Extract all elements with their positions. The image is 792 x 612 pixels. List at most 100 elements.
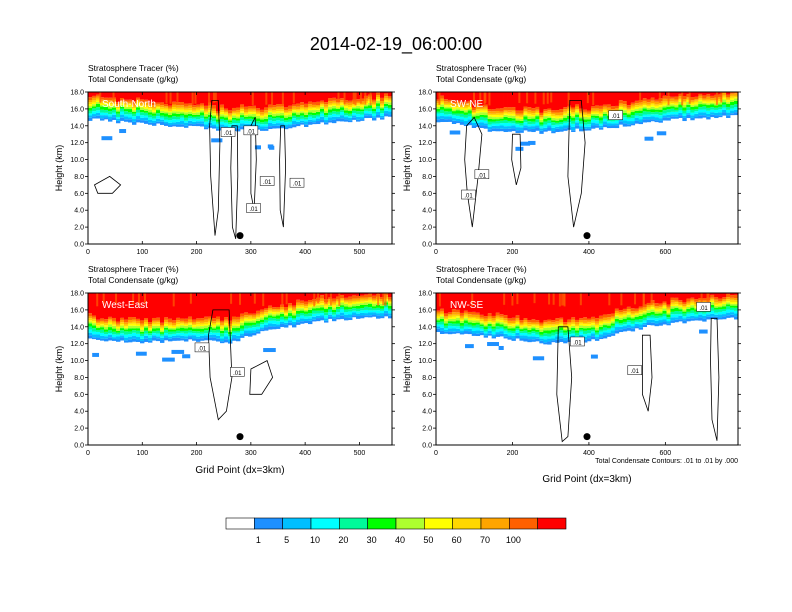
- heatmap-cell: [232, 338, 237, 341]
- heatmap-cell: [368, 105, 373, 109]
- heatmap-cell: [356, 111, 361, 114]
- heatmap-cell: [503, 128, 508, 133]
- heatmap-cell: [336, 116, 341, 119]
- heatmap-cell: [622, 106, 628, 109]
- heatmap-cell: [650, 103, 655, 105]
- colorbar-swatch: [282, 517, 312, 530]
- heatmap-cell: [264, 121, 269, 125]
- heatmap-cell: [244, 315, 249, 318]
- heatmap-cell: [152, 92, 157, 103]
- heatmap-cell: [268, 112, 273, 115]
- heatmap-cell: [507, 120, 512, 123]
- heatmap-cell: [658, 107, 663, 110]
- heatmap-cell: [372, 113, 377, 117]
- heatmap-cell: [128, 293, 133, 317]
- heatmap-cell: [256, 127, 261, 130]
- heatmap-cell: [499, 125, 504, 129]
- heatmap-cell: [328, 306, 333, 310]
- heatmap-cell: [216, 319, 221, 322]
- heatmap-cell: [104, 99, 109, 102]
- heatmap-cell: [686, 298, 691, 302]
- heatmap-cell: [503, 336, 508, 339]
- heatmap-cell: [499, 331, 504, 334]
- heatmap-cell: [471, 311, 477, 315]
- heatmap-cell: [252, 319, 257, 321]
- heatmap-cell: [638, 113, 644, 117]
- heatmap-cell: [160, 121, 165, 125]
- heatmap-cell: [473, 92, 476, 103]
- heatmap-cell: [208, 112, 213, 115]
- heatmap-cell: [192, 116, 197, 119]
- heatmap-cell: [559, 112, 564, 116]
- heatmap-cell: [726, 312, 731, 316]
- heatmap-cell: [172, 113, 177, 117]
- y-tick-label: 2.0: [422, 426, 432, 433]
- heatmap-cell: [559, 327, 564, 331]
- heatmap-cell: [104, 338, 109, 342]
- heatmap-cell: [240, 330, 245, 334]
- heatmap-cell: [642, 103, 647, 106]
- heatmap-cell: [244, 120, 249, 124]
- heatmap-cell: [180, 335, 185, 339]
- heatmap-cell: [168, 325, 173, 328]
- heatmap-cell: [602, 325, 608, 328]
- heatmap-cell: [614, 105, 620, 109]
- heatmap-cell: [598, 117, 604, 121]
- heatmap-cell: [280, 319, 285, 323]
- heatmap-cell: [172, 333, 177, 336]
- heatmap-cell: [228, 120, 233, 123]
- heatmap-cell: [610, 313, 616, 317]
- heatmap-cell: [690, 303, 695, 306]
- y-tick-label: 8.0: [422, 174, 432, 181]
- heatmap-cell: [662, 98, 667, 102]
- heatmap-cell: [734, 316, 739, 320]
- heatmap-cell: [491, 323, 496, 327]
- heatmap-cell: [92, 102, 97, 105]
- heatmap-cell: [260, 115, 265, 118]
- heatmap-cell: [136, 333, 141, 337]
- heatmap-cell: [575, 326, 580, 328]
- heatmap-cell: [88, 102, 93, 105]
- heatmap-cell: [670, 306, 675, 309]
- heatmap-cell: [451, 115, 457, 119]
- heatmap-cell: [551, 324, 556, 326]
- heatmap-cell: [368, 111, 373, 114]
- heatmap-cell: [376, 103, 381, 107]
- heatmap-cell: [100, 101, 105, 104]
- condensate-contour: [710, 317, 720, 441]
- heatmap-cell: [670, 103, 675, 105]
- heatmap-cell: [115, 293, 118, 304]
- heatmap-cell: [622, 120, 628, 124]
- heatmap-cell: [610, 123, 616, 126]
- heatmap-cell: [180, 107, 185, 110]
- heatmap-cell: [224, 112, 229, 114]
- heatmap-cell: [196, 92, 201, 105]
- heatmap-cell: [344, 317, 349, 321]
- heatmap-cell: [304, 321, 309, 324]
- heatmap-cell: [598, 324, 604, 327]
- heatmap-cell: [583, 339, 588, 343]
- heatmap-cell: [92, 100, 97, 103]
- heatmap-cell: [192, 323, 197, 326]
- heatmap-cell: [706, 110, 711, 114]
- heatmap-cell: [598, 331, 604, 335]
- heatmap-cell: [483, 108, 489, 111]
- heatmap-cell: [324, 115, 329, 118]
- heatmap-cell: [479, 293, 485, 315]
- heatmap-cell: [700, 293, 703, 306]
- heatmap-cell: [312, 107, 317, 109]
- heatmap-cell: [380, 117, 385, 120]
- heatmap-cell: [622, 101, 628, 105]
- heatmap-cell: [654, 303, 659, 307]
- heatmap-cell: [451, 321, 457, 324]
- heatmap-cell: [499, 322, 504, 325]
- heatmap-cell: [92, 331, 97, 335]
- heatmap-cell: [92, 111, 97, 115]
- heatmap-cell: [328, 316, 333, 319]
- heatmap-cell: [559, 129, 564, 132]
- heatmap-cell: [467, 316, 473, 319]
- heatmap-cell: [571, 333, 576, 336]
- heatmap-cell: [666, 323, 671, 326]
- heatmap-cell: [443, 92, 449, 100]
- heatmap-cell: [479, 110, 485, 113]
